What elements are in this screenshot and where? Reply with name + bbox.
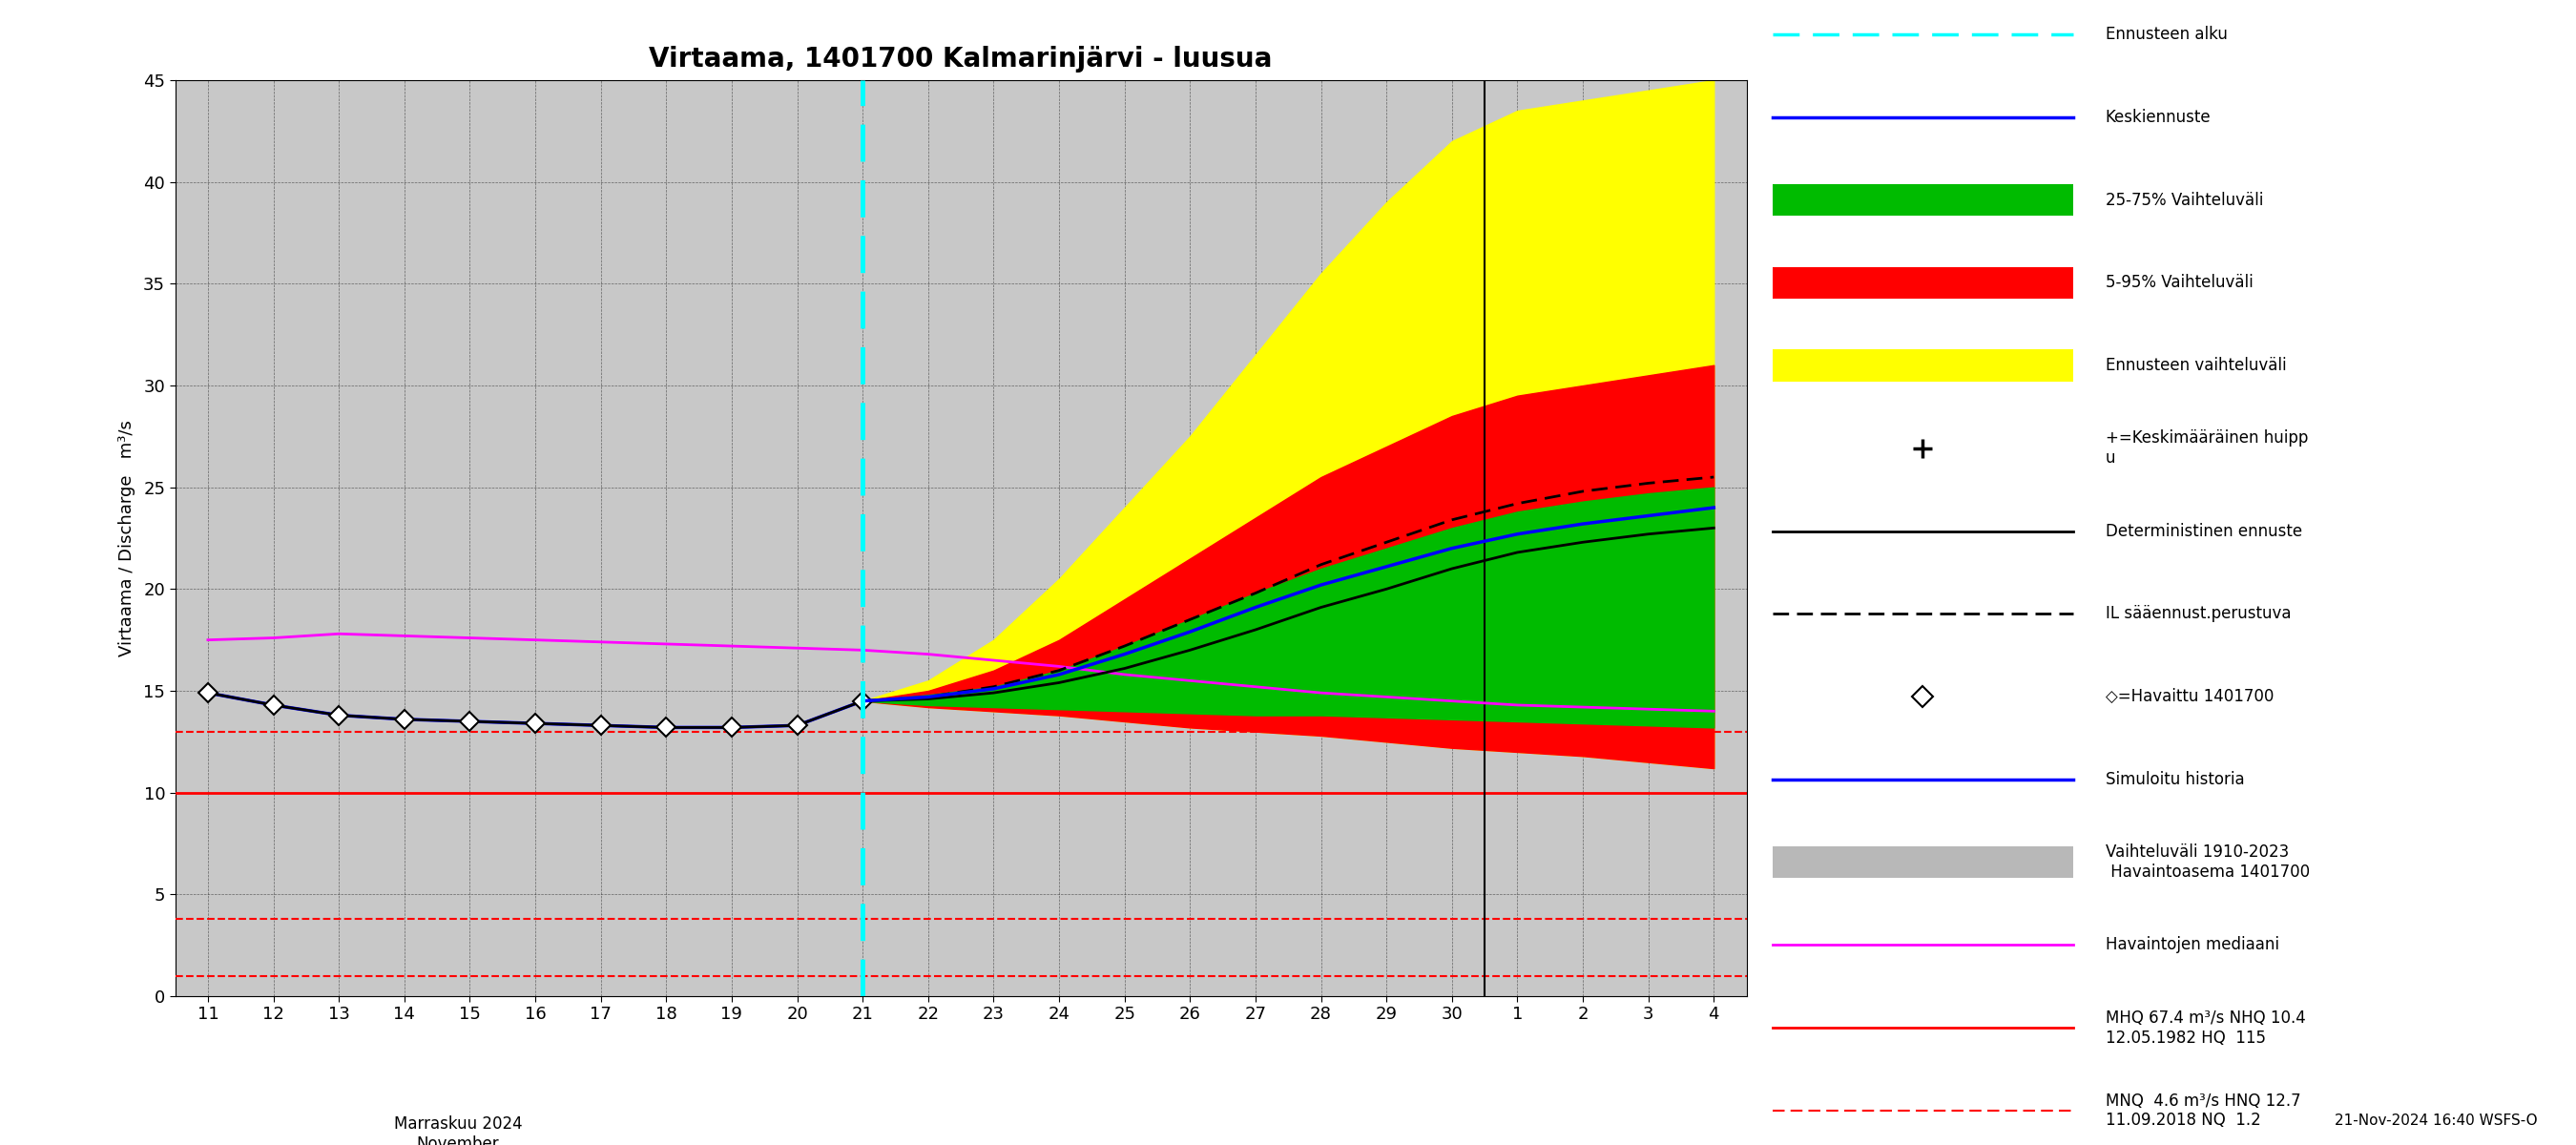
Text: Havaintojen mediaani: Havaintojen mediaani: [2105, 937, 2280, 954]
Text: 25-75% Vaihteluväli: 25-75% Vaihteluväli: [2105, 191, 2264, 208]
Text: ◇=Havaittu 1401700: ◇=Havaittu 1401700: [2105, 688, 2275, 705]
Text: Vaihteluväli 1910-2023
 Havaintoasema 1401700: Vaihteluväli 1910-2023 Havaintoasema 140…: [2105, 844, 2311, 881]
Text: 5-95% Vaihteluväli: 5-95% Vaihteluväli: [2105, 274, 2254, 291]
Y-axis label: Virtaama / Discharge   m³/s: Virtaama / Discharge m³/s: [118, 420, 137, 656]
Text: Keskiennuste: Keskiennuste: [2105, 109, 2210, 126]
Text: Simuloitu historia: Simuloitu historia: [2105, 771, 2244, 788]
Text: 21-Nov-2024 16:40 WSFS-O: 21-Nov-2024 16:40 WSFS-O: [2334, 1113, 2537, 1128]
Text: Ennusteen alku: Ennusteen alku: [2105, 25, 2228, 42]
Bar: [1772, 184, 2074, 216]
Bar: [1772, 267, 2074, 299]
Bar: [1772, 349, 2074, 381]
Text: IL sääennust.perustuva: IL sääennust.perustuva: [2105, 606, 2290, 623]
Text: +=Keskimääräinen huipp
u: +=Keskimääräinen huipp u: [2105, 429, 2308, 467]
Bar: [1772, 846, 2074, 878]
Text: MHQ 67.4 m³/s NHQ 10.4
12.05.1982 HQ  115: MHQ 67.4 m³/s NHQ 10.4 12.05.1982 HQ 115: [2105, 1010, 2306, 1047]
Title: Virtaama, 1401700 Kalmarinjärvi - luusua: Virtaama, 1401700 Kalmarinjärvi - luusua: [649, 46, 1273, 72]
Text: Ennusteen vaihteluväli: Ennusteen vaihteluväli: [2105, 357, 2287, 374]
Text: Marraskuu 2024
November: Marraskuu 2024 November: [394, 1115, 523, 1145]
Text: Deterministinen ennuste: Deterministinen ennuste: [2105, 522, 2303, 539]
Text: MNQ  4.6 m³/s HNQ 12.7
11.09.2018 NQ  1.2: MNQ 4.6 m³/s HNQ 12.7 11.09.2018 NQ 1.2: [2105, 1092, 2300, 1129]
